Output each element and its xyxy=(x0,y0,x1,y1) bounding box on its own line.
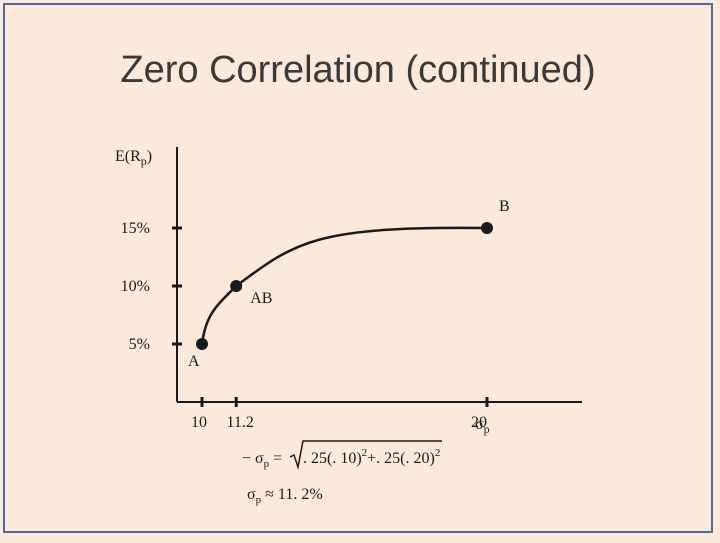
data-points: A AB B xyxy=(188,198,510,370)
x-axis-label: σp xyxy=(475,416,490,436)
formula-line-2: σp ≈ 11. 2% xyxy=(247,486,323,506)
formula-line-1: − σp = xyxy=(242,450,282,470)
y-tick-label: 10% xyxy=(121,278,150,295)
point-b xyxy=(481,222,493,234)
point-label-b: B xyxy=(499,198,510,215)
sqrt-sign xyxy=(289,440,442,470)
point-ab xyxy=(230,280,243,292)
point-label-a: A xyxy=(188,353,200,370)
y-ticks: 5% 10% 15% xyxy=(121,220,182,353)
slide-title: Zero Correlation (continued) xyxy=(120,49,596,91)
x-tick-label: 20 xyxy=(471,414,487,431)
slide: Zero Correlation (continued) xyxy=(3,3,713,533)
formula-radicand: . 25(. 10)2+. 25(. 20)2 xyxy=(303,447,440,467)
point-a xyxy=(196,338,208,350)
y-axis-label: E(Rp) xyxy=(115,148,152,168)
point-label-ab: AB xyxy=(250,290,272,307)
y-tick-label: 5% xyxy=(129,336,150,353)
x-ticks: 10 11.2 20 xyxy=(191,397,489,431)
x-tick-label: 11.2 xyxy=(226,414,253,431)
frontier-curve xyxy=(200,226,488,345)
y-tick-label: 15% xyxy=(121,220,150,237)
x-tick-label: 10 xyxy=(191,414,207,431)
